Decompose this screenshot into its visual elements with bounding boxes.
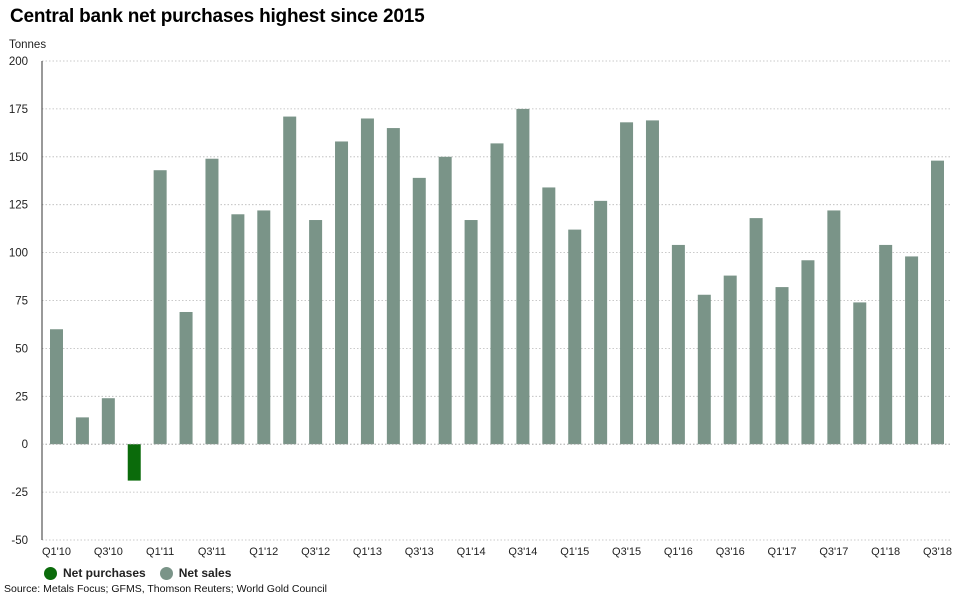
bar-q2-14: [490, 143, 504, 445]
bar-q4-10: [127, 444, 141, 481]
legend-item-net-purchases: Net purchases: [44, 566, 146, 580]
bars: [50, 108, 944, 481]
bar-q1-17: [775, 287, 789, 445]
y-tick-label: 50: [15, 343, 28, 355]
bar-q4-12: [335, 141, 349, 445]
bar-q3-14: [516, 108, 530, 445]
source-note: Source: Metals Focus; GFMS, Thomson Reut…: [4, 583, 327, 595]
x-tick-label: Q1'18: [871, 546, 900, 558]
x-tick-label: Q1'12: [249, 546, 278, 558]
x-axis-ticks: Q1'10 Q3'10 Q1'11 Q3'11 Q1'12 Q3'12 Q1'13 Q3'13…: [42, 546, 952, 558]
bar-q3-11: [205, 158, 219, 445]
legend-swatch-net-sales: [159, 566, 173, 580]
x-tick-label: Q3'12: [301, 546, 330, 558]
y-tick-label: 175: [9, 104, 28, 116]
bar-q1-16: [671, 244, 685, 445]
bar-q4-13: [438, 156, 452, 445]
y-tick-label: 25: [15, 391, 28, 403]
bar-q3-15: [620, 122, 634, 445]
legend-label-net-purchases: Net purchases: [63, 566, 146, 580]
y-axis-ticks: -50 -25 0 25 50 75 100 125 150 175 200: [9, 56, 28, 547]
x-tick-label: Q3'14: [508, 546, 537, 558]
bar-q3-12: [309, 220, 323, 445]
bar-q4-17: [853, 302, 867, 445]
x-tick-label: Q3'16: [716, 546, 745, 558]
x-tick-label: Q1'13: [353, 546, 382, 558]
legend-item-net-sales: Net sales: [159, 566, 232, 580]
bar-q1-13: [360, 118, 374, 445]
bar-q4-14: [542, 187, 556, 445]
x-tick-label: Q3'17: [819, 546, 848, 558]
y-tick-label: -25: [11, 487, 28, 499]
x-tick-label: Q3'15: [612, 546, 641, 558]
x-tick-label: Q3'10: [94, 546, 123, 558]
legend-label-net-sales: Net sales: [178, 566, 232, 580]
x-tick-label: Q3'13: [405, 546, 434, 558]
y-tick-label: 0: [22, 439, 28, 451]
bar-q1-12: [257, 210, 271, 445]
y-tick-label: 150: [9, 152, 28, 164]
bar-q4-15: [645, 120, 659, 445]
x-tick-label: Q1'15: [560, 546, 589, 558]
gridlines: [42, 60, 950, 541]
y-tick-label: 100: [9, 248, 28, 260]
x-tick-label: Q1'14: [457, 546, 486, 558]
bar-q2-13: [386, 128, 400, 445]
bar-q1-11: [153, 170, 167, 445]
bar-q2-10: [75, 417, 89, 445]
bar-q1-14: [464, 220, 478, 445]
bar-q2-17: [801, 260, 815, 445]
bar-q2-11: [179, 311, 193, 445]
bar-q2-15: [594, 200, 608, 445]
bar-q3-17: [827, 210, 841, 445]
bar-q3-13: [412, 177, 426, 445]
y-tick-label: -50: [11, 535, 28, 547]
bar-q4-16: [749, 218, 763, 445]
bar-q2-12: [283, 116, 297, 445]
x-tick-label: Q1'16: [664, 546, 693, 558]
x-tick-label: Q3'11: [198, 546, 226, 558]
legend-swatch-net-purchases: [44, 566, 57, 580]
x-tick-label: Q1'17: [768, 546, 797, 558]
bar-q1-15: [568, 229, 582, 445]
y-axis-unit-label: Tonnes: [9, 39, 47, 51]
bar-q2-18: [905, 256, 919, 445]
bar-q3-18: [931, 160, 944, 445]
bar-q1-18: [879, 244, 893, 445]
x-tick-label: Q1'10: [42, 546, 71, 558]
bar-q3-10: [101, 398, 115, 445]
bar-q4-11: [231, 214, 245, 445]
y-tick-label: 75: [15, 296, 28, 308]
legend: Net purchases Net sales: [44, 566, 245, 580]
y-tick-label: 125: [9, 200, 28, 212]
x-tick-label: Q3'18: [923, 546, 952, 558]
chart-title: Central bank net purchases highest since…: [10, 6, 425, 27]
y-tick-label: 200: [9, 56, 28, 68]
x-tick-label: Q1'11: [146, 546, 174, 558]
bar-q1-10: [50, 329, 63, 445]
bar-q2-16: [697, 294, 711, 445]
bar-q3-16: [723, 275, 737, 445]
